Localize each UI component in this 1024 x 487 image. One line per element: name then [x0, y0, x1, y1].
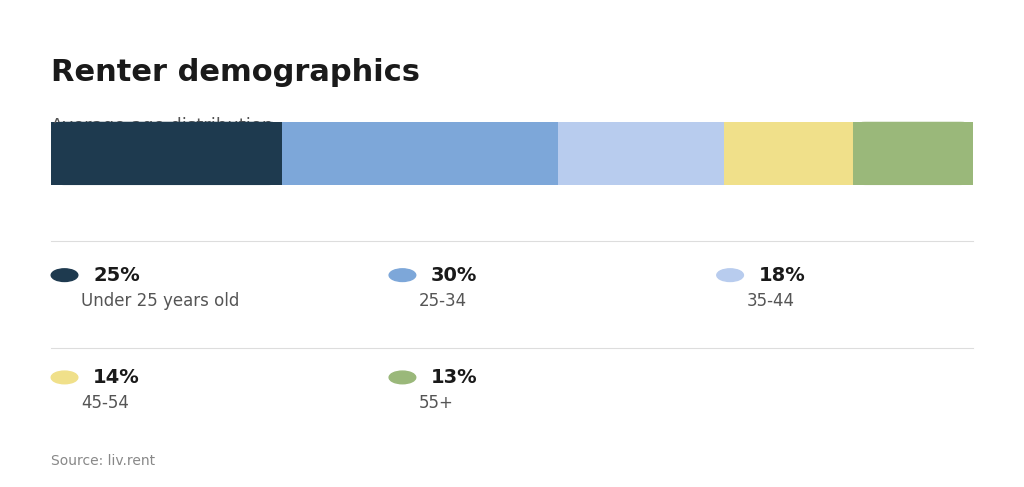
- Text: 30%: 30%: [431, 265, 477, 285]
- Text: Source: liv.rent: Source: liv.rent: [51, 453, 156, 468]
- Bar: [724, 122, 853, 185]
- Bar: [51, 122, 282, 185]
- Text: 18%: 18%: [759, 265, 806, 285]
- Bar: [558, 122, 724, 185]
- Bar: [853, 122, 871, 185]
- FancyBboxPatch shape: [51, 122, 282, 185]
- Bar: [282, 122, 558, 185]
- Bar: [263, 122, 282, 185]
- Circle shape: [51, 269, 78, 281]
- Text: 35-44: 35-44: [746, 292, 795, 310]
- Circle shape: [389, 269, 416, 281]
- Text: Renter demographics: Renter demographics: [51, 58, 420, 88]
- Text: Average age distribution: Average age distribution: [51, 117, 273, 135]
- Circle shape: [389, 371, 416, 384]
- FancyBboxPatch shape: [853, 122, 973, 185]
- Circle shape: [717, 269, 743, 281]
- Text: 14%: 14%: [93, 368, 140, 387]
- Bar: [853, 122, 973, 185]
- Text: 45-54: 45-54: [81, 394, 129, 412]
- Text: 13%: 13%: [431, 368, 478, 387]
- Circle shape: [51, 371, 78, 384]
- Text: 25-34: 25-34: [419, 292, 467, 310]
- Text: 55+: 55+: [419, 394, 454, 412]
- Text: 25%: 25%: [93, 265, 140, 285]
- Text: Under 25 years old: Under 25 years old: [81, 292, 240, 310]
